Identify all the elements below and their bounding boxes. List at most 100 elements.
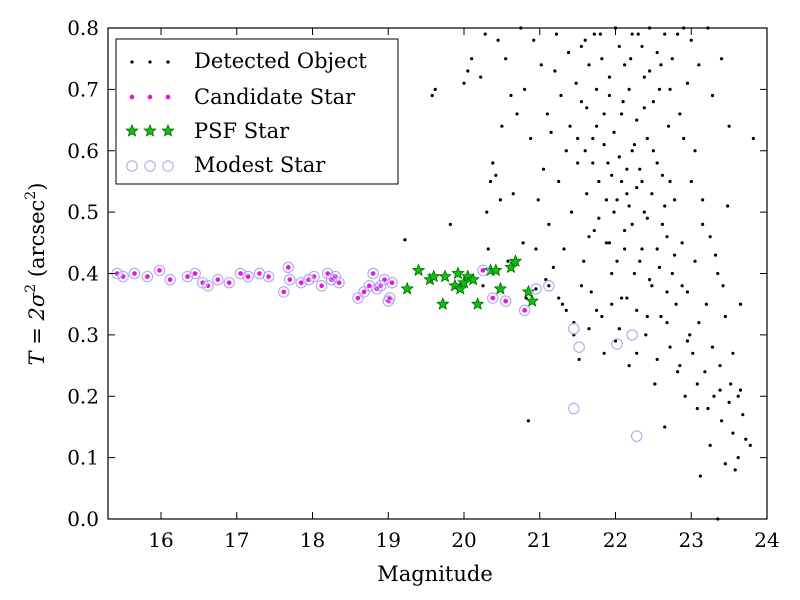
detected-point xyxy=(521,241,525,245)
detected-point xyxy=(698,474,702,478)
legend-label-psf: PSF Star xyxy=(194,119,290,143)
psf-point xyxy=(411,263,426,277)
detected-point xyxy=(545,112,549,116)
candidate-point xyxy=(366,282,373,289)
detected-point xyxy=(670,271,674,276)
detected-point xyxy=(655,161,659,165)
detected-point xyxy=(708,235,712,239)
detected-point xyxy=(574,81,578,85)
x-tick-label: 19 xyxy=(376,528,401,552)
detected-point xyxy=(587,235,591,239)
modest-point xyxy=(363,280,376,292)
detected-point xyxy=(619,179,624,184)
detected-point xyxy=(606,161,610,165)
modest-point xyxy=(568,322,580,335)
detected-point xyxy=(647,278,652,282)
detected-point xyxy=(650,192,654,196)
detected-point xyxy=(706,406,710,411)
detected-point xyxy=(645,216,649,220)
psf-point xyxy=(493,281,508,295)
modest-point xyxy=(543,280,555,292)
detected-point xyxy=(585,192,589,196)
candidate-point xyxy=(192,270,199,277)
detected-point xyxy=(635,351,639,355)
modest-point xyxy=(202,280,214,292)
x-tick-label: 17 xyxy=(224,528,249,552)
data-points xyxy=(111,26,755,521)
detected-point xyxy=(741,413,745,417)
detected-point xyxy=(526,419,530,423)
detected-point xyxy=(536,198,540,202)
detected-point xyxy=(541,167,546,171)
detected-point xyxy=(569,210,574,214)
detected-point xyxy=(712,394,716,398)
detected-point xyxy=(738,302,743,306)
legend: Detected Object Candidate Star PSF Star … xyxy=(115,38,399,185)
candidate-point xyxy=(502,298,509,305)
detected-point xyxy=(672,198,677,202)
detected-point xyxy=(549,130,553,134)
detected-point xyxy=(644,333,648,337)
detected-point xyxy=(682,136,686,141)
detected-point xyxy=(529,136,533,141)
legend-label-modest: Modest Star xyxy=(194,153,326,177)
candidate-point xyxy=(184,273,191,280)
detected-point xyxy=(645,314,649,319)
detected-point xyxy=(534,287,538,291)
candidate-point xyxy=(361,289,367,295)
modest-point xyxy=(181,270,194,283)
detected-point xyxy=(607,93,612,98)
detected-point xyxy=(697,321,701,325)
y-tick-label: 0.8 xyxy=(67,16,99,40)
detected-point xyxy=(564,149,568,153)
detected-point xyxy=(713,253,718,257)
legend-marker-candidate xyxy=(129,94,135,100)
x-tick-label: 21 xyxy=(527,528,552,552)
detected-point xyxy=(610,302,614,306)
detected-point xyxy=(625,192,629,196)
detected-point xyxy=(613,339,618,343)
detected-point xyxy=(619,112,624,116)
detected-point xyxy=(494,173,498,177)
legend-marker-psf xyxy=(161,123,175,137)
modest-point xyxy=(329,270,341,283)
y-axis-label-unit-exponent: 2 xyxy=(23,191,39,200)
detected-point xyxy=(689,38,693,42)
detected-point xyxy=(723,462,727,466)
modest-point xyxy=(308,270,320,283)
candidate-point xyxy=(389,279,395,286)
y-tick-label: 0.1 xyxy=(67,446,99,470)
detected-point xyxy=(600,57,604,61)
detected-point xyxy=(576,161,580,165)
detected-point xyxy=(650,284,654,288)
legend-box xyxy=(115,38,399,185)
psf-point xyxy=(436,297,450,310)
detected-point xyxy=(632,143,637,147)
detected-point xyxy=(544,278,548,282)
detected-point xyxy=(670,57,674,61)
detected-point xyxy=(504,57,508,61)
detected-point xyxy=(630,222,634,226)
detected-point xyxy=(479,75,483,79)
detected-point xyxy=(718,388,722,392)
detected-point xyxy=(610,173,614,177)
modest-point xyxy=(315,280,328,292)
detected-point xyxy=(695,406,699,411)
psf-point xyxy=(521,284,536,298)
detected-point xyxy=(660,222,665,226)
detected-point xyxy=(485,210,489,214)
detected-point xyxy=(701,198,705,202)
detected-point xyxy=(630,149,634,153)
modest-point xyxy=(487,292,499,304)
modest-point xyxy=(164,273,176,286)
y-axis-label-exponent: 2 xyxy=(23,284,39,293)
detected-point xyxy=(736,456,740,460)
y-tick-label: 0.0 xyxy=(67,507,99,531)
modest-point xyxy=(384,292,396,304)
detected-point xyxy=(579,100,584,104)
candidate-point xyxy=(280,289,287,295)
detected-point xyxy=(693,259,697,263)
y-tick-label: 0.5 xyxy=(67,200,99,224)
detected-point xyxy=(481,284,485,288)
candidate-point xyxy=(265,273,272,280)
